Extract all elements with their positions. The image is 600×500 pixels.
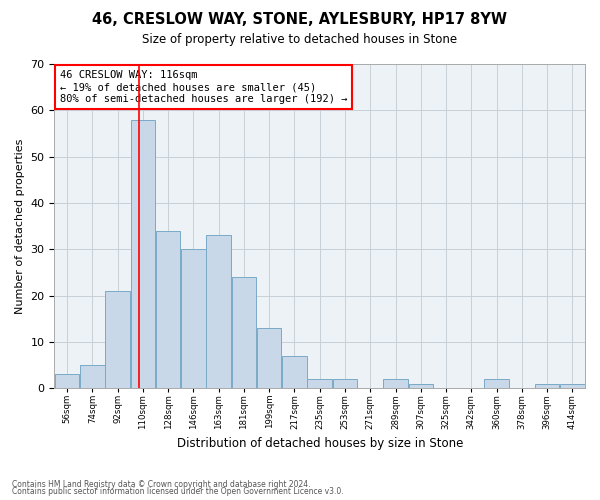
Text: 46, CRESLOW WAY, STONE, AYLESBURY, HP17 8YW: 46, CRESLOW WAY, STONE, AYLESBURY, HP17 … <box>92 12 508 28</box>
Bar <box>409 384 433 388</box>
Bar <box>232 277 256 388</box>
Bar <box>307 379 332 388</box>
Bar <box>535 384 559 388</box>
Bar <box>131 120 155 388</box>
Bar <box>55 374 79 388</box>
Bar <box>560 384 584 388</box>
Bar <box>181 250 206 388</box>
Bar <box>282 356 307 388</box>
Bar <box>106 291 130 388</box>
Text: Size of property relative to detached houses in Stone: Size of property relative to detached ho… <box>142 32 458 46</box>
Text: Contains HM Land Registry data © Crown copyright and database right 2024.: Contains HM Land Registry data © Crown c… <box>12 480 311 489</box>
Text: Contains public sector information licensed under the Open Government Licence v3: Contains public sector information licen… <box>12 487 344 496</box>
Bar <box>206 236 231 388</box>
Bar <box>156 231 181 388</box>
Text: 46 CRESLOW WAY: 116sqm
← 19% of detached houses are smaller (45)
80% of semi-det: 46 CRESLOW WAY: 116sqm ← 19% of detached… <box>60 70 347 104</box>
Bar <box>80 365 104 388</box>
Y-axis label: Number of detached properties: Number of detached properties <box>15 138 25 314</box>
Bar <box>257 328 281 388</box>
X-axis label: Distribution of detached houses by size in Stone: Distribution of detached houses by size … <box>176 437 463 450</box>
Bar <box>484 379 509 388</box>
Bar <box>383 379 408 388</box>
Bar <box>333 379 357 388</box>
